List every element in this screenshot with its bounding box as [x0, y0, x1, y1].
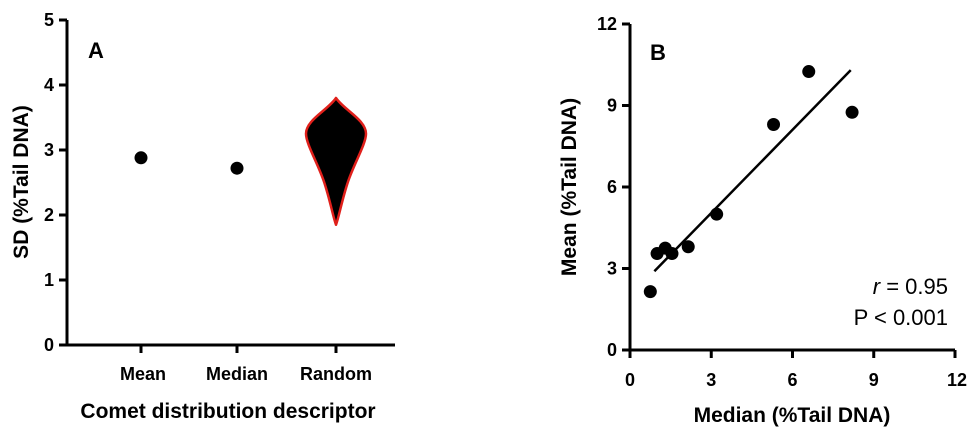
panel-b-x-tick-label: 0 [625, 370, 635, 390]
panel-b-x-tick-label: 9 [869, 370, 879, 390]
panel-a-y-tick-label: 3 [44, 140, 54, 160]
panel-b-point [643, 285, 657, 299]
panel-a: 0 1 2 3 4 5 Mean Median Random A SD (%Tail DNA)… [10, 10, 395, 423]
panel-b-y-tick-label: 3 [607, 259, 617, 279]
panel-b-y-label: Mean (%Tail DNA) [558, 98, 581, 276]
regression-line [653, 69, 852, 273]
panel-a-point [134, 151, 148, 165]
panel-a-y-label: SD (%Tail DNA) [10, 105, 33, 259]
panel-a-label: A [88, 38, 104, 63]
panel-a-y-tick-label: 4 [44, 75, 54, 95]
panel-b-point [710, 207, 724, 221]
panel-b-x-label: Median (%Tail DNA) [694, 404, 891, 427]
panel-a-y-tick-label: 0 [44, 335, 54, 355]
panel-a-y-tick-label: 1 [44, 270, 54, 290]
r-value: = 0.95 [880, 274, 948, 299]
panel-b-x-tick-label: 3 [706, 370, 716, 390]
panel-b-y-tick-label: 9 [607, 96, 617, 116]
panel-a-x-tick-label: Random [300, 364, 372, 384]
panel-b-label: B [650, 40, 666, 65]
p-value-label: P < 0.001 [854, 305, 948, 330]
panel-b-point [665, 247, 679, 261]
panel-b-x-tick-label: 12 [947, 370, 967, 390]
panel-b-point [802, 65, 816, 79]
panel-a-y-tick-label: 5 [44, 10, 54, 30]
panel-b-point [681, 240, 695, 254]
panel-b-y-tick-label: 6 [607, 177, 617, 197]
panel-a-y-tick-label: 2 [44, 205, 54, 225]
violin-random [304, 96, 368, 226]
panel-b-y-tick-label: 0 [607, 340, 617, 360]
panel-a-x-label: Comet distribution descriptor [80, 400, 375, 423]
panel-b-point [845, 105, 859, 119]
panel-a-x-tick-label: Mean [120, 364, 166, 384]
panel-a-point [230, 161, 244, 175]
panel-a-x-tick-label: Median [206, 364, 268, 384]
correlation-label: r = 0.95 [873, 274, 948, 299]
panel-b-x-tick-label: 6 [787, 370, 797, 390]
panel-b-y-tick-label: 12 [597, 14, 617, 34]
r-symbol: r [873, 274, 882, 299]
panel-b: 0 3 6 9 12 0 3 6 9 12 B Mean (%Tail DNA) Median … [558, 14, 967, 427]
panel-b-point [767, 118, 781, 132]
